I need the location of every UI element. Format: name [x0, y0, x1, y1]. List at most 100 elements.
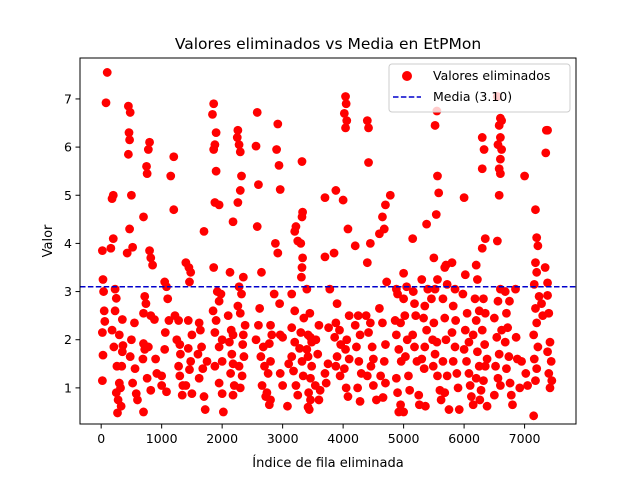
- data-point: [479, 145, 489, 154]
- data-point: [464, 337, 474, 347]
- data-point: [494, 349, 504, 359]
- data-point: [210, 361, 220, 371]
- data-point: [331, 186, 341, 195]
- data-point: [355, 396, 365, 406]
- data-point: [257, 381, 267, 390]
- data-point: [540, 263, 550, 272]
- data-point: [283, 401, 292, 411]
- data-point: [128, 378, 138, 388]
- data-point: [187, 330, 197, 340]
- data-point: [462, 308, 472, 318]
- data-point: [209, 145, 219, 154]
- data-point: [534, 291, 544, 301]
- data-point: [235, 308, 245, 318]
- data-point: [272, 145, 281, 154]
- data-point: [128, 242, 138, 252]
- data-point: [123, 149, 133, 159]
- data-point: [113, 408, 122, 418]
- chart-title: Valores eliminados vs Media en EtPMon: [175, 35, 481, 53]
- data-point: [329, 248, 339, 258]
- data-point: [209, 99, 219, 109]
- data-point: [420, 301, 430, 311]
- data-point: [214, 378, 224, 388]
- data-point: [299, 313, 309, 323]
- data-point: [225, 337, 234, 347]
- data-point: [141, 299, 151, 309]
- data-point: [227, 349, 237, 359]
- data-point: [226, 369, 236, 378]
- data-point: [353, 311, 363, 321]
- data-point: [361, 311, 371, 321]
- data-point: [379, 356, 389, 366]
- data-point: [194, 373, 204, 383]
- data-point: [408, 330, 418, 340]
- data-point: [237, 171, 246, 181]
- data-point: [197, 342, 206, 352]
- data-point: [304, 388, 314, 398]
- data-point: [341, 92, 350, 101]
- data-point: [532, 364, 542, 374]
- data-point: [295, 343, 304, 353]
- data-point: [311, 335, 321, 345]
- data-point: [399, 268, 409, 278]
- data-point: [428, 361, 438, 371]
- data-point: [378, 393, 388, 402]
- data-point: [297, 356, 307, 366]
- data-point: [109, 342, 119, 352]
- data-point: [440, 388, 450, 398]
- data-point: [233, 198, 243, 207]
- data-point: [290, 306, 300, 316]
- data-point: [177, 390, 187, 400]
- data-point: [267, 330, 277, 340]
- data-point: [324, 323, 333, 333]
- data-point: [332, 352, 342, 361]
- data-point: [431, 210, 441, 219]
- data-point: [511, 332, 521, 342]
- data-point: [287, 352, 297, 361]
- data-point: [116, 401, 126, 411]
- data-point: [275, 369, 285, 378]
- data-point: [306, 395, 315, 405]
- data-point: [228, 330, 238, 340]
- data-point: [320, 252, 330, 262]
- data-point: [482, 354, 492, 364]
- data-point: [353, 383, 363, 393]
- data-point: [273, 119, 283, 129]
- data-point: [150, 315, 159, 324]
- data-point: [217, 389, 227, 399]
- data-point: [307, 361, 317, 371]
- data-point: [331, 361, 341, 371]
- data-point: [270, 239, 280, 248]
- data-point: [477, 164, 487, 174]
- data-point: [183, 316, 193, 325]
- data-point: [492, 332, 502, 342]
- x-tick-label: 6000: [448, 431, 480, 446]
- data-point: [537, 299, 546, 309]
- data-point: [489, 390, 499, 400]
- data-point: [187, 389, 197, 399]
- data-point: [473, 347, 482, 357]
- data-point: [430, 121, 440, 130]
- data-point: [414, 390, 424, 400]
- plot-area: [80, 68, 576, 421]
- y-tick-label: 5: [64, 188, 72, 203]
- data-point: [305, 308, 315, 318]
- data-point: [143, 342, 153, 352]
- data-point: [344, 354, 354, 364]
- data-point: [419, 313, 428, 323]
- data-point: [291, 222, 301, 231]
- data-point: [444, 405, 454, 414]
- data-point: [495, 154, 505, 164]
- data-point: [532, 233, 542, 243]
- data-point: [505, 378, 515, 388]
- data-point: [505, 296, 514, 306]
- data-point: [493, 373, 503, 383]
- data-point: [262, 388, 272, 398]
- data-point: [174, 361, 184, 371]
- data-point: [531, 205, 540, 215]
- x-tick-label: 4000: [327, 431, 359, 446]
- data-point: [142, 169, 152, 178]
- data-point: [459, 344, 469, 354]
- data-point: [339, 108, 349, 118]
- data-point: [198, 364, 208, 374]
